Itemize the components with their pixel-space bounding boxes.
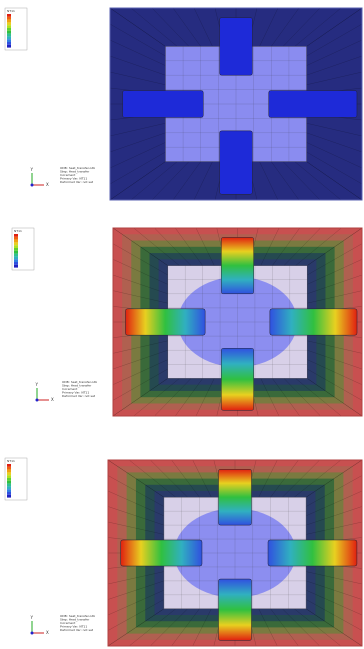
legend-swatch [7, 31, 11, 34]
legend-swatch [14, 265, 18, 268]
axis-z [31, 184, 34, 187]
legend-swatch [7, 39, 11, 42]
arm [125, 309, 205, 335]
legend-swatch [14, 248, 18, 251]
legend-swatch [14, 262, 18, 265]
legend-swatch [7, 492, 11, 495]
arm [220, 18, 253, 76]
legend-swatch [7, 17, 11, 20]
legend-swatch [7, 475, 11, 478]
arm [221, 348, 253, 410]
legend-swatch [7, 484, 11, 487]
legend-swatch [7, 478, 11, 481]
arm [220, 131, 253, 194]
arm [218, 469, 251, 525]
legend-title: NT11 [7, 9, 15, 13]
legend-swatch [14, 256, 18, 259]
arm [221, 237, 253, 293]
model [113, 228, 362, 416]
legend-swatch [7, 486, 11, 489]
axis-z [31, 632, 34, 635]
axis-x-label: X [51, 397, 54, 402]
panel: NT11ODB: heat_transfer.odbStep: Heat_tra… [5, 8, 362, 200]
axis-y-label: Y [30, 167, 34, 172]
legend-swatch [7, 470, 11, 473]
arm [269, 91, 357, 118]
legend-swatch [7, 481, 11, 484]
legend-swatch [7, 464, 11, 467]
axis-y-label: Y [35, 382, 39, 387]
legend-swatch [7, 20, 11, 23]
legend-title: NT11 [14, 229, 22, 233]
legend-swatch [14, 234, 18, 237]
legend-swatch [7, 472, 11, 475]
legend-swatch [7, 495, 11, 498]
info-line: Deformed Var: not set [62, 394, 96, 398]
arm [121, 540, 202, 566]
legend-swatch [7, 45, 11, 48]
legend-title: NT11 [7, 459, 15, 463]
arm [123, 91, 204, 118]
arm [218, 579, 251, 640]
legend-swatch [7, 22, 11, 25]
legend-swatch [7, 36, 11, 39]
legend-swatch [7, 28, 11, 31]
arm [270, 309, 357, 335]
model [110, 8, 362, 200]
legend-swatch [7, 34, 11, 37]
axis-z [36, 399, 39, 402]
info-line: Deformed Var: not set [60, 628, 94, 632]
legend-swatch [7, 467, 11, 470]
legend-swatch [14, 245, 18, 248]
axis-x-label: X [46, 182, 49, 187]
legend-swatch [7, 489, 11, 492]
arm [268, 540, 357, 566]
legend-swatch [7, 14, 11, 17]
legend-swatch [14, 237, 18, 240]
info-line: Deformed Var: not set [60, 180, 94, 184]
legend-swatch [14, 251, 18, 254]
viewport: NT11ODB: heat_transfer.odbStep: Heat_tra… [0, 0, 364, 649]
axis-y-label: Y [30, 615, 34, 620]
legend-swatch [7, 42, 11, 45]
legend-swatch [14, 259, 18, 262]
axis-x-label: X [46, 630, 49, 635]
legend-swatch [14, 240, 18, 243]
model [108, 460, 362, 646]
panel: NT11ODB: heat_transfer.odbStep: Heat_tra… [12, 228, 362, 416]
legend-swatch [7, 25, 11, 28]
legend-swatch [14, 242, 18, 245]
legend-swatch [14, 254, 18, 257]
